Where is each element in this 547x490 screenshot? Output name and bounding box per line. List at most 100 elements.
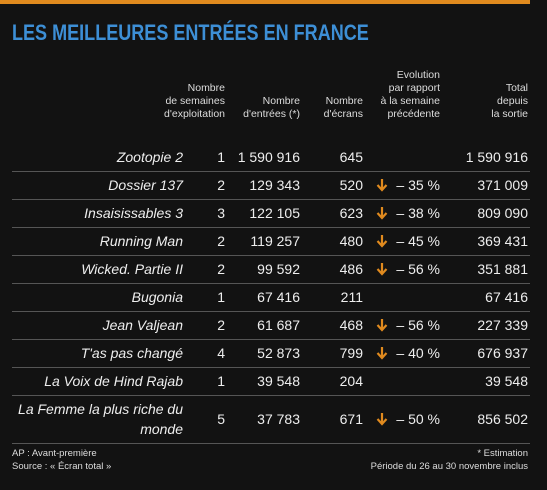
weeks: 4 (217, 344, 225, 361)
total: 227 339 (477, 316, 528, 333)
table-row: Jean Valjean 2 61 687 468 – 56 % 227 339 (12, 311, 530, 340)
evolution: – 45 % (396, 232, 440, 249)
entries: 99 592 (257, 260, 300, 277)
footer-source: Source : « Écran total » (12, 461, 112, 472)
header-line: précédente (387, 108, 440, 120)
header-line: d'écrans (323, 108, 363, 120)
down-arrow (376, 346, 388, 360)
film: Jean Valjean (102, 317, 183, 333)
header-line: la sortie (491, 108, 528, 120)
header-line: Nombre (262, 95, 300, 107)
film: Dossier 137 (108, 177, 183, 193)
down-arrow (376, 234, 388, 248)
arrow-icon (376, 347, 388, 360)
weeks: 1 (217, 372, 225, 389)
entries: 61 687 (257, 316, 300, 333)
footer-right: * Estimation Période du 26 au 30 novembr… (371, 447, 528, 473)
entries: 39 548 (257, 372, 300, 389)
header-line: Nombre (187, 82, 225, 94)
arrow-icon (376, 235, 388, 248)
screens: 468 (339, 316, 363, 333)
down-arrow (376, 206, 388, 220)
header-line: depuis (497, 95, 528, 107)
film: Zootopie 2 (116, 149, 183, 165)
evolution: – 50 % (396, 410, 440, 427)
screens: 671 (339, 410, 363, 427)
entries: 129 343 (249, 176, 300, 193)
down-arrow (376, 318, 388, 332)
film: Wicked. Partie II (81, 261, 183, 277)
column-header: Evolution par rapport à la semaine précéden… (360, 69, 440, 121)
entries: 1 590 916 (237, 148, 300, 165)
footer-note: * Estimation (477, 448, 528, 459)
total: 67 416 (485, 288, 528, 305)
header-line: Nombre (325, 95, 363, 107)
weeks: 1 (217, 148, 225, 165)
weeks: 2 (217, 316, 225, 333)
evolution: – 35 % (396, 176, 440, 193)
table-row: Bugonia 1 67 416 211 67 416 (12, 283, 530, 312)
arrow-icon (376, 179, 388, 192)
arrow-icon (376, 207, 388, 220)
footer-left: AP : Avant-première Source : « Écran tot… (12, 447, 111, 473)
evolution: – 40 % (396, 344, 440, 361)
column-header: Total depuis la sortie (438, 82, 528, 121)
arrow-icon (376, 413, 388, 426)
film: La Femme la plus riche du monde (18, 401, 183, 437)
table-row: La Voix de Hind Rajab 1 39 548 204 39 548 (12, 367, 530, 396)
evolution: – 56 % (396, 260, 440, 277)
film: T'as pas changé (80, 345, 183, 361)
weeks: 2 (217, 232, 225, 249)
weeks: 1 (217, 288, 225, 305)
film: Insaisissables 3 (84, 205, 183, 221)
total: 809 090 (477, 204, 528, 221)
total: 351 881 (477, 260, 528, 277)
screens: 799 (339, 344, 363, 361)
total: 676 937 (477, 344, 528, 361)
total: 39 548 (485, 372, 528, 389)
arrow-icon (376, 263, 388, 276)
down-arrow (376, 178, 388, 192)
screens: 623 (339, 204, 363, 221)
screens: 211 (340, 288, 363, 305)
entries: 122 105 (249, 204, 300, 221)
screens: 645 (339, 148, 363, 165)
entries: 119 257 (250, 232, 300, 249)
total: 369 431 (477, 232, 528, 249)
total: 1 590 916 (465, 148, 528, 165)
table-row: Zootopie 2 1 1 590 916 645 1 590 916 (12, 143, 530, 172)
weeks: 2 (217, 176, 225, 193)
header-line: de semaines (165, 95, 225, 107)
header-line: Evolution (396, 69, 440, 81)
film: La Voix de Hind Rajab (44, 373, 183, 389)
evolution: – 38 % (396, 204, 440, 221)
screens: 486 (339, 260, 363, 277)
weeks: 5 (217, 410, 225, 427)
weeks: 2 (217, 260, 225, 277)
weeks: 3 (217, 204, 225, 221)
footer-period: Période du 26 au 30 novembre inclus (370, 461, 528, 472)
screens: 480 (339, 232, 363, 249)
screens: 520 (339, 176, 363, 193)
entries: 67 416 (257, 288, 300, 305)
entries: 52 873 (257, 344, 300, 361)
table-row: Running Man 2 119 257 480 – 45 % 369 431 (12, 227, 530, 256)
header-line: Total (505, 82, 528, 94)
total: 856 502 (477, 410, 528, 427)
screens: 204 (339, 372, 363, 389)
header-line: d'entrées (*) (243, 108, 300, 120)
arrow-icon (376, 319, 388, 332)
title: LES MEILLEURES ENTRÉES EN FRANCE (12, 20, 369, 45)
table-row: Insaisissables 3 3 122 105 623 – 38 % 809 090 (12, 199, 530, 228)
table-row: T'as pas changé 4 52 873 799 – 40 % 676 937 (12, 339, 530, 368)
column-header: Nombre d'écrans (293, 95, 363, 121)
evolution: – 56 % (396, 316, 440, 333)
film: Running Man (99, 233, 183, 249)
header-line: à la semaine (380, 95, 440, 107)
header-line: d'exploitation (164, 108, 225, 120)
film: Bugonia (131, 289, 183, 305)
header-line: par rapport (388, 82, 440, 94)
total: 371 009 (477, 176, 528, 193)
table-row: Dossier 137 2 129 343 520 – 35 % 371 009 (12, 171, 530, 200)
top-bar (0, 0, 530, 4)
